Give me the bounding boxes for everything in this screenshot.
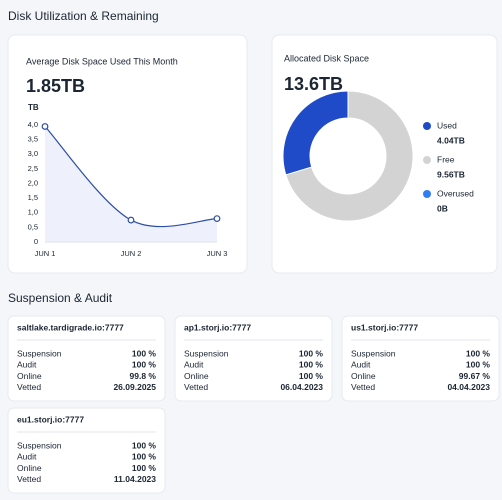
point bbox=[213, 215, 221, 223]
row-value: 100 % bbox=[132, 440, 157, 450]
y-tick-label: 2,5 bbox=[28, 164, 38, 173]
row-label: Suspension bbox=[17, 440, 62, 450]
row-value: 99.67 % bbox=[459, 371, 491, 381]
row-value: 100 % bbox=[299, 348, 324, 358]
x-tick-label: JUN 1 bbox=[35, 249, 56, 258]
node-card bbox=[174, 315, 333, 402]
row-label: Audit bbox=[351, 360, 371, 370]
row-value: 100 % bbox=[132, 452, 157, 462]
legend-swatch bbox=[423, 156, 431, 164]
row-label: Suspension bbox=[351, 348, 396, 358]
y-tick-label: 1,0 bbox=[28, 208, 38, 217]
x-tick-label: JUN 3 bbox=[207, 249, 228, 258]
slice bbox=[282, 90, 349, 176]
card-title: Allocated Disk Space bbox=[284, 53, 369, 63]
headline: 13.6TB bbox=[284, 74, 343, 94]
section-title: Suspension & Audit bbox=[8, 291, 113, 305]
y-tick-label: 0,5 bbox=[28, 222, 38, 231]
y-tick-label: 1,5 bbox=[28, 193, 38, 202]
headline: 1.85TB bbox=[26, 76, 85, 96]
page-title: Disk Utilization & Remaining bbox=[8, 9, 159, 23]
row-label: Audit bbox=[17, 360, 37, 370]
legend-swatch bbox=[423, 122, 431, 130]
card-title: Average Disk Space Used This Month bbox=[26, 56, 178, 66]
row-value: 04.04.2023 bbox=[447, 382, 490, 392]
row-value: 99.8 % bbox=[130, 371, 157, 381]
row-value: 06.04.2023 bbox=[280, 382, 323, 392]
y-tick-label: 2,0 bbox=[28, 178, 38, 187]
node-name: ap1.storj.io:7777 bbox=[184, 322, 251, 332]
point bbox=[127, 216, 135, 224]
row-label: Suspension bbox=[17, 348, 62, 358]
y-axis-label: TB bbox=[28, 103, 39, 112]
row-label: Suspension bbox=[184, 348, 229, 358]
row-value: 11.04.2023 bbox=[114, 474, 156, 484]
row-value: 100 % bbox=[466, 348, 491, 358]
row-value: 100 % bbox=[299, 360, 324, 370]
y-tick-label: 4,0 bbox=[28, 120, 38, 129]
row-label: Online bbox=[184, 371, 209, 381]
node-card bbox=[7, 407, 166, 494]
row-label: Online bbox=[17, 463, 42, 473]
node-name: saltlake.tardigrade.io:7777 bbox=[17, 322, 124, 332]
row-value: 100 % bbox=[466, 360, 491, 370]
row-label: Audit bbox=[184, 360, 204, 370]
node-card bbox=[7, 315, 166, 402]
y-tick-label: 3,0 bbox=[28, 149, 38, 158]
row-value: 100 % bbox=[132, 360, 157, 370]
legend-label: Overused bbox=[437, 188, 474, 198]
row-label: Online bbox=[351, 371, 376, 381]
legend-label: Free bbox=[437, 154, 455, 164]
legend-value: 0B bbox=[437, 203, 448, 213]
y-tick-label: 3,5 bbox=[28, 135, 38, 144]
row-label: Vetted bbox=[184, 382, 208, 392]
node-name: us1.storj.io:7777 bbox=[351, 322, 418, 332]
node-card bbox=[341, 315, 500, 402]
row-label: Online bbox=[17, 371, 42, 381]
area bbox=[45, 126, 217, 242]
y-tick-label: 0 bbox=[34, 237, 38, 246]
slice bbox=[285, 90, 414, 222]
legend-label: Used bbox=[437, 120, 457, 130]
row-value: 100 % bbox=[132, 348, 157, 358]
row-label: Vetted bbox=[351, 382, 375, 392]
row-label: Vetted bbox=[17, 382, 41, 392]
row-value: 100 % bbox=[132, 463, 157, 473]
node-name: eu1.storj.io:7777 bbox=[17, 414, 84, 424]
x-tick-label: JUN 2 bbox=[121, 249, 142, 258]
row-value: 100 % bbox=[299, 371, 324, 381]
row-label: Vetted bbox=[17, 474, 41, 484]
row-value: 26.09.2025 bbox=[113, 382, 156, 392]
row-label: Audit bbox=[17, 452, 37, 462]
legend-value: 9.56TB bbox=[437, 169, 465, 179]
point bbox=[41, 123, 49, 130]
legend-value: 4.04TB bbox=[437, 135, 465, 145]
legend-swatch bbox=[423, 190, 431, 198]
